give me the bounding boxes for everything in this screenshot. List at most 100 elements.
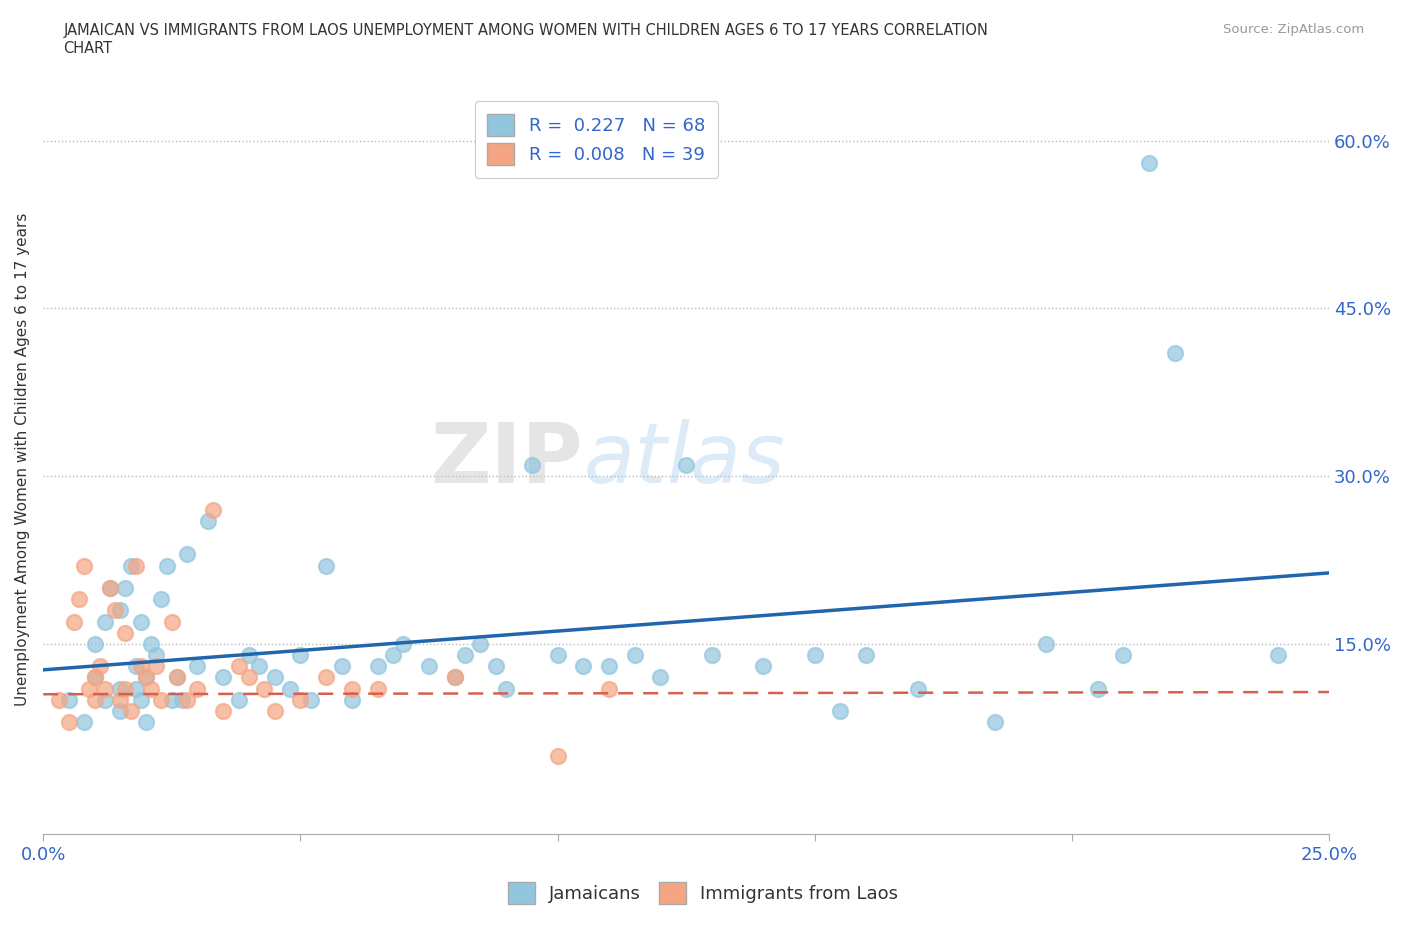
Point xyxy=(238,647,260,662)
Point xyxy=(197,513,219,528)
Point xyxy=(263,704,285,719)
Point xyxy=(141,636,163,651)
Point xyxy=(290,693,312,708)
Point xyxy=(129,658,152,673)
Point xyxy=(170,693,193,708)
Point xyxy=(135,670,157,684)
Point xyxy=(67,591,90,606)
Point xyxy=(803,647,825,662)
Point xyxy=(141,681,163,696)
Point xyxy=(228,693,250,708)
Point xyxy=(150,591,173,606)
Point xyxy=(201,502,224,517)
Point xyxy=(120,558,142,573)
Y-axis label: Unemployment Among Women with Children Ages 6 to 17 years: Unemployment Among Women with Children A… xyxy=(15,213,30,706)
Point xyxy=(166,670,188,684)
Point xyxy=(443,670,465,684)
Point xyxy=(58,715,80,730)
Point xyxy=(186,681,208,696)
Point xyxy=(145,658,167,673)
Point xyxy=(263,670,285,684)
Point xyxy=(94,693,117,708)
Point xyxy=(120,704,142,719)
Point xyxy=(156,558,179,573)
Point xyxy=(1087,681,1109,696)
Point xyxy=(598,681,620,696)
Point xyxy=(83,670,105,684)
Point xyxy=(340,693,363,708)
Point xyxy=(470,636,492,651)
Point xyxy=(299,693,322,708)
Text: Source: ZipAtlas.com: Source: ZipAtlas.com xyxy=(1223,23,1364,36)
Point xyxy=(98,580,121,595)
Point xyxy=(145,647,167,662)
Point xyxy=(495,681,517,696)
Point xyxy=(110,704,132,719)
Point xyxy=(315,670,337,684)
Point xyxy=(392,636,415,651)
Legend: R =  0.227   N = 68, R =  0.008   N = 39: R = 0.227 N = 68, R = 0.008 N = 39 xyxy=(475,101,717,178)
Point xyxy=(114,580,136,595)
Point xyxy=(752,658,775,673)
Point xyxy=(381,647,404,662)
Point xyxy=(443,670,465,684)
Point xyxy=(110,681,132,696)
Point xyxy=(1035,636,1057,651)
Legend: Jamaicans, Immigrants from Laos: Jamaicans, Immigrants from Laos xyxy=(501,875,905,911)
Point xyxy=(290,647,312,662)
Point xyxy=(247,658,270,673)
Point xyxy=(104,603,127,618)
Point xyxy=(547,647,569,662)
Point xyxy=(186,658,208,673)
Point xyxy=(418,658,440,673)
Point xyxy=(330,658,353,673)
Point xyxy=(125,558,148,573)
Point xyxy=(1137,155,1160,170)
Point xyxy=(238,670,260,684)
Point xyxy=(212,704,235,719)
Point xyxy=(176,693,198,708)
Point xyxy=(135,670,157,684)
Point xyxy=(125,681,148,696)
Point xyxy=(366,658,388,673)
Point xyxy=(340,681,363,696)
Point xyxy=(129,614,152,629)
Point xyxy=(228,658,250,673)
Point xyxy=(366,681,388,696)
Point xyxy=(212,670,235,684)
Point xyxy=(79,681,101,696)
Point xyxy=(94,614,117,629)
Point xyxy=(675,458,697,472)
Text: ZIP: ZIP xyxy=(430,418,583,500)
Point xyxy=(700,647,723,662)
Point xyxy=(83,636,105,651)
Point xyxy=(63,614,86,629)
Point xyxy=(547,749,569,764)
Point xyxy=(110,603,132,618)
Point xyxy=(48,693,70,708)
Point xyxy=(598,658,620,673)
Point xyxy=(278,681,301,696)
Point xyxy=(73,715,96,730)
Point xyxy=(110,693,132,708)
Point xyxy=(650,670,672,684)
Point xyxy=(983,715,1005,730)
Point xyxy=(907,681,929,696)
Text: atlas: atlas xyxy=(583,418,785,500)
Point xyxy=(855,647,877,662)
Point xyxy=(166,670,188,684)
Point xyxy=(135,715,157,730)
Point xyxy=(83,693,105,708)
Point xyxy=(150,693,173,708)
Point xyxy=(485,658,508,673)
Point xyxy=(160,693,183,708)
Point xyxy=(176,547,198,562)
Point xyxy=(520,458,543,472)
Point xyxy=(1164,346,1187,361)
Text: JAMAICAN VS IMMIGRANTS FROM LAOS UNEMPLOYMENT AMONG WOMEN WITH CHILDREN AGES 6 T: JAMAICAN VS IMMIGRANTS FROM LAOS UNEMPLO… xyxy=(63,23,988,56)
Point xyxy=(89,658,111,673)
Point xyxy=(623,647,645,662)
Point xyxy=(1112,647,1135,662)
Point xyxy=(94,681,117,696)
Point xyxy=(1267,647,1289,662)
